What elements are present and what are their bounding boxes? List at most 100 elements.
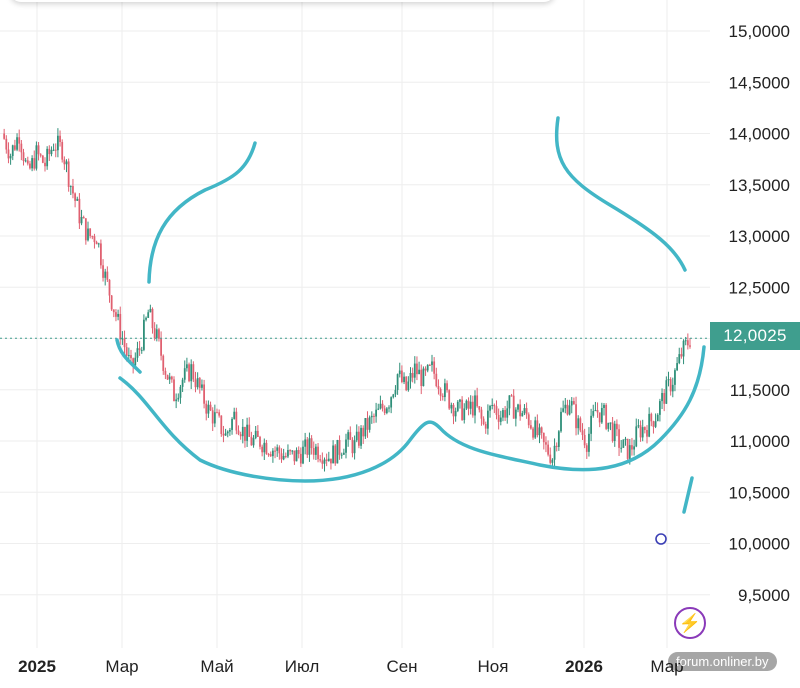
candle-body (497, 414, 500, 422)
candle-body (504, 410, 506, 418)
candle-body (467, 400, 470, 409)
candle-body (136, 348, 139, 358)
candle-body (364, 418, 367, 437)
x-tick-label: Май (200, 657, 233, 676)
candle-body (413, 363, 416, 378)
candle-body (213, 412, 216, 424)
candle-body (676, 363, 678, 371)
candle-body (476, 395, 479, 407)
candle-body (282, 455, 285, 460)
candle-body (164, 370, 167, 375)
candle-body (622, 439, 625, 448)
candle-body (551, 459, 554, 463)
candle-body (39, 154, 42, 156)
candle-body (431, 361, 433, 366)
candle-body (231, 418, 233, 430)
candle-body (680, 354, 683, 357)
candle-body (661, 393, 663, 402)
candle-body (274, 450, 276, 452)
lightning-bolt-icon[interactable]: ⚡ (674, 607, 706, 639)
candle-body (525, 408, 528, 415)
candle-body (295, 450, 298, 462)
candle-body (327, 458, 330, 461)
candle-body (190, 364, 193, 382)
x-tick-label: Ноя (478, 657, 509, 676)
candle-body (95, 242, 98, 245)
candle-body (545, 442, 547, 445)
candle-body (280, 453, 283, 460)
candle-body (170, 376, 173, 380)
candle-body (207, 404, 210, 414)
candle-body (358, 431, 360, 446)
candle-body (345, 439, 347, 453)
candle-body (487, 410, 489, 429)
candle-body (347, 432, 350, 440)
candle-body (523, 408, 526, 414)
candle-body (349, 432, 352, 440)
candle-body (74, 193, 76, 201)
candle-body (579, 418, 582, 431)
candle-body (130, 355, 132, 359)
candle-body (478, 406, 481, 410)
candle-body (444, 383, 446, 398)
candle-body (226, 431, 229, 434)
candle-body (332, 445, 334, 464)
candle-body (293, 450, 296, 462)
candle-body (530, 425, 532, 429)
candle-body (108, 279, 111, 296)
candle-body (585, 445, 588, 452)
candle-body (493, 405, 496, 407)
candle-body (158, 329, 160, 339)
candle-body (254, 430, 257, 439)
candle-body (123, 338, 126, 348)
candle-body (624, 438, 627, 440)
candle-body (508, 395, 511, 409)
candle-body (269, 454, 272, 457)
candle-body (340, 454, 343, 456)
annotation-arc-right (554, 116, 687, 272)
candle-body (203, 384, 205, 404)
candle-body (256, 430, 259, 437)
candle-body (299, 453, 302, 464)
candle-body (284, 455, 287, 457)
candle-body (132, 358, 135, 366)
candle-body (310, 438, 313, 449)
candle-body (600, 408, 603, 423)
candle-body (183, 368, 186, 380)
candle-body (377, 408, 380, 410)
candle-body (396, 374, 399, 390)
candle-body (502, 410, 504, 418)
top-card-edge (10, 0, 555, 2)
candle-body (153, 328, 156, 339)
x-tick-label: Июл (285, 657, 320, 676)
candle-body (628, 445, 631, 459)
candle-body (297, 450, 300, 454)
y-tick-label: 13,5000 (729, 176, 790, 195)
candle-body (562, 408, 565, 412)
candle-body (188, 364, 190, 382)
candle-body (89, 228, 92, 237)
candle-body (24, 160, 27, 162)
candle-body (456, 401, 459, 411)
candle-body (250, 436, 253, 446)
candle-body (259, 436, 261, 447)
candle-body (560, 411, 562, 432)
candle-body (435, 373, 438, 387)
candle-body (127, 355, 130, 357)
candle-body (97, 243, 100, 245)
current-price-tag: 12,0025 (710, 322, 800, 350)
candle-body (306, 439, 309, 455)
y-tick-label: 9,5000 (738, 586, 790, 605)
candle-body (59, 135, 61, 143)
candle-body (248, 424, 251, 437)
candle-body (461, 399, 463, 420)
candle-body (84, 218, 87, 241)
candle-body (570, 401, 573, 406)
candle-body (641, 427, 644, 438)
candle-body (216, 412, 218, 414)
candle-body (304, 439, 307, 447)
candle-body (592, 411, 595, 416)
watermark-label: forum.onliner.by (668, 652, 777, 671)
candle-body (355, 431, 358, 441)
